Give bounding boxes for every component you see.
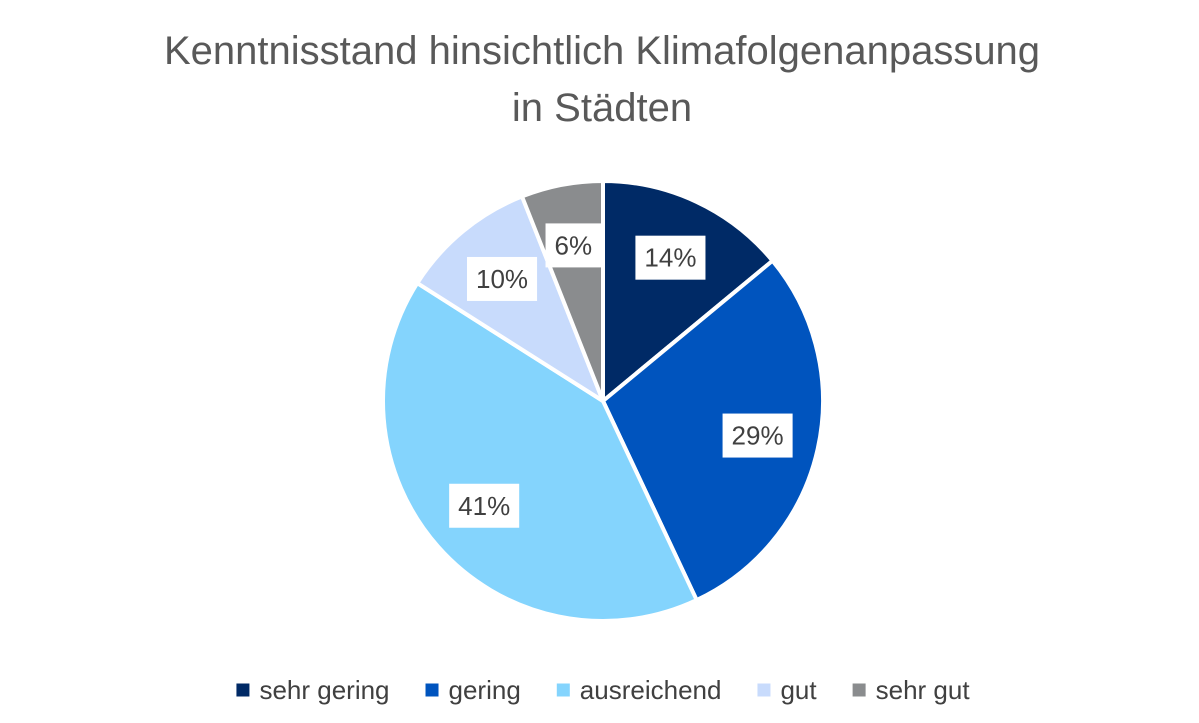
legend-swatch-gut xyxy=(757,683,771,697)
data-label-sehr-gering: 14% xyxy=(644,243,696,273)
data-label-box-gering xyxy=(722,413,793,458)
legend-swatch-sehr-gut xyxy=(852,683,866,697)
legend-item-sehr-gut: sehr gut xyxy=(852,675,971,705)
chart-title: Kenntnisstand hinsichtlich Klimafolgenan… xyxy=(164,29,1040,130)
data-label-ausreichend: 41% xyxy=(458,491,510,521)
legend-label-ausreichend: ausreichend xyxy=(580,675,722,705)
chart-title-line-2: in Städten xyxy=(512,86,692,130)
chart-legend: sehr gering gering ausreichend gut sehr gut xyxy=(236,675,970,705)
pie-slices xyxy=(381,179,825,623)
pie-slice-ausreichend xyxy=(381,281,699,623)
chart-title-line-1: Kenntnisstand hinsichtlich Klimafolgenan… xyxy=(164,29,1040,73)
legend-swatch-gering xyxy=(425,683,439,697)
legend-swatch-ausreichend xyxy=(556,683,570,697)
legend-item-sehr-gering: sehr gering xyxy=(236,675,390,705)
data-labels: 14% 29% 41% 10% 6% xyxy=(449,223,793,528)
data-label-box-sehr-gering xyxy=(635,235,706,280)
data-label-gut: 10% xyxy=(476,264,528,294)
data-label-box-gut xyxy=(467,256,538,301)
data-label-box-ausreichend xyxy=(449,483,520,528)
legend-label-sehr-gut: sehr gut xyxy=(876,675,971,705)
legend-label-gering: gering xyxy=(449,675,521,705)
legend-item-gut: gut xyxy=(757,675,817,705)
data-label-gering: 29% xyxy=(732,421,784,451)
legend-label-gut: gut xyxy=(780,675,817,705)
legend-swatch-sehr-gering xyxy=(236,683,250,697)
legend-item-gering: gering xyxy=(425,675,521,705)
legend-label-sehr-gering: sehr gering xyxy=(259,675,389,705)
data-label-sehr-gut: 6% xyxy=(555,230,593,260)
data-label-box-sehr-gut xyxy=(545,223,602,268)
legend-item-ausreichend: ausreichend xyxy=(556,675,722,705)
